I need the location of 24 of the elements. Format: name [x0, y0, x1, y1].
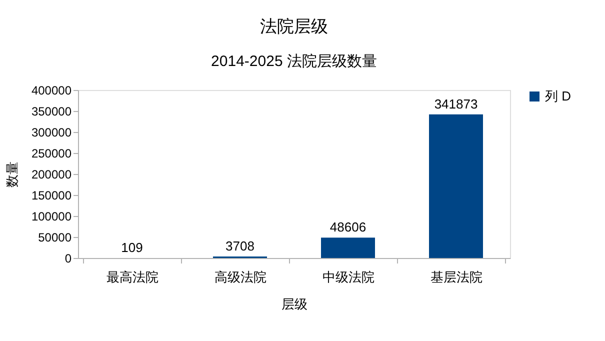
- y-axis-title: 数量: [4, 162, 20, 188]
- chart-subtitle: 2014-2025 法院层级数量: [211, 53, 377, 70]
- y-tick-label: 250000: [31, 146, 72, 160]
- legend-label: 列 D: [545, 88, 571, 104]
- bar: [429, 114, 483, 258]
- data-label: 341873: [434, 96, 478, 112]
- chart-title: 法院层级: [260, 17, 328, 36]
- bar: [321, 238, 375, 258]
- y-tick-label: 150000: [31, 188, 72, 202]
- x-axis-title: 层级: [282, 296, 308, 312]
- y-tick-label: 0: [64, 252, 72, 266]
- x-tick-label: 最高法院: [106, 270, 158, 284]
- data-label: 48606: [330, 220, 366, 235]
- y-tick-label: 100000: [31, 210, 72, 224]
- x-tick-label: 中级法院: [322, 270, 374, 284]
- y-tick-label: 200000: [31, 168, 72, 182]
- y-tick-label: 300000: [31, 126, 72, 140]
- y-tick-label: 50000: [38, 230, 72, 244]
- y-tick-label: 400000: [31, 84, 72, 98]
- x-tick-label: 基层法院: [430, 270, 482, 284]
- data-label: 109: [121, 240, 143, 255]
- data-label: 3708: [226, 238, 254, 254]
- y-tick-label: 350000: [31, 104, 72, 118]
- x-tick-label: 高级法院: [214, 270, 266, 284]
